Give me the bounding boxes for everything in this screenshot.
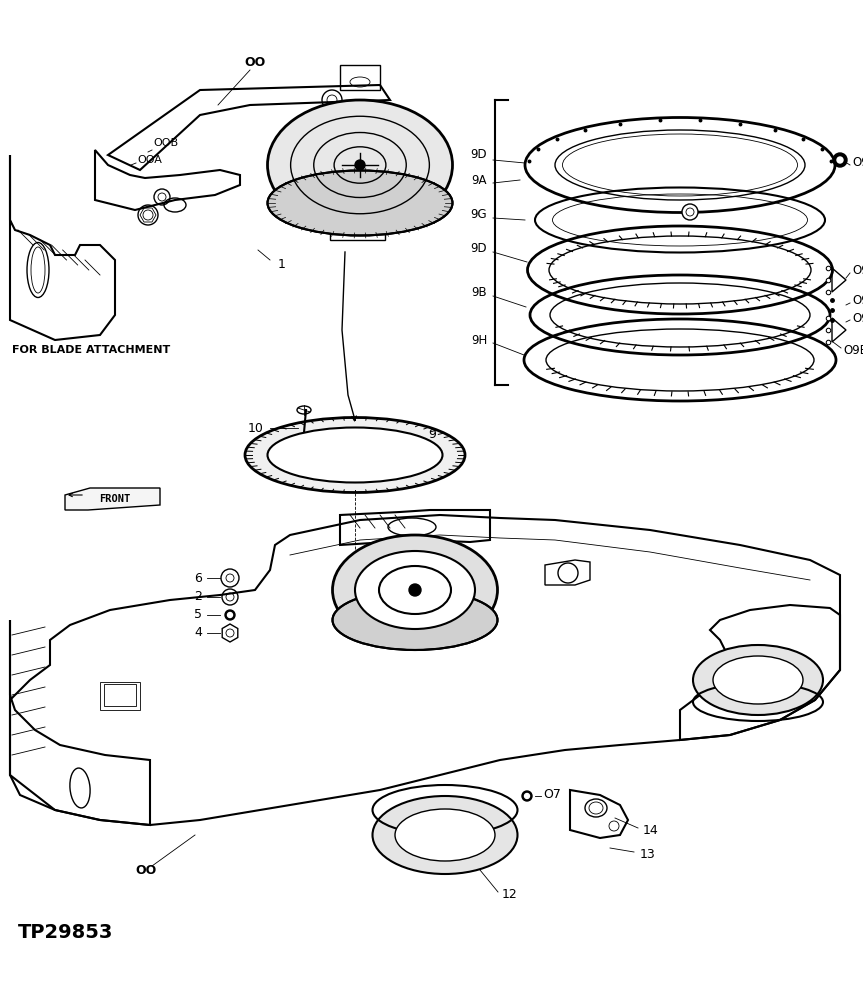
Ellipse shape [268, 100, 452, 230]
Ellipse shape [693, 645, 823, 715]
Ellipse shape [713, 656, 803, 704]
Polygon shape [65, 488, 160, 510]
Circle shape [682, 204, 698, 220]
Text: 9B: 9B [471, 286, 487, 299]
Text: 12: 12 [502, 889, 518, 901]
Circle shape [355, 160, 365, 170]
Text: 14: 14 [643, 824, 658, 836]
Circle shape [522, 791, 532, 801]
Text: 9G: 9G [470, 209, 487, 221]
Text: O9C: O9C [852, 312, 863, 325]
Text: 9D: 9D [470, 241, 487, 255]
Ellipse shape [332, 590, 497, 650]
Ellipse shape [332, 535, 497, 645]
Text: OO: OO [135, 864, 156, 877]
Circle shape [837, 157, 843, 163]
Circle shape [225, 610, 235, 620]
Text: OOB: OOB [153, 138, 178, 148]
Text: 9H: 9H [470, 334, 487, 346]
Text: 9D: 9D [470, 149, 487, 161]
Circle shape [228, 612, 232, 618]
Circle shape [525, 793, 530, 798]
Ellipse shape [245, 417, 465, 493]
Text: 2: 2 [194, 590, 202, 603]
Ellipse shape [373, 796, 518, 874]
Text: O9E: O9E [843, 343, 863, 356]
Circle shape [409, 584, 421, 596]
Text: FOR BLADE ATTACHMENT: FOR BLADE ATTACHMENT [12, 345, 170, 355]
Ellipse shape [268, 427, 443, 482]
Text: 9: 9 [428, 428, 436, 442]
Text: 13: 13 [640, 848, 656, 862]
Text: 10: 10 [249, 421, 264, 435]
Text: O9E: O9E [852, 264, 863, 277]
Text: 5: 5 [194, 608, 202, 622]
Ellipse shape [395, 809, 495, 861]
Text: TP29853: TP29853 [18, 923, 113, 942]
Text: 1: 1 [278, 259, 286, 272]
Ellipse shape [355, 551, 475, 629]
Circle shape [833, 153, 847, 167]
Text: OO: OO [244, 55, 266, 69]
Text: OOA: OOA [137, 155, 162, 165]
Text: 6: 6 [194, 572, 202, 584]
Text: FRONT: FRONT [99, 494, 130, 504]
Ellipse shape [268, 170, 452, 235]
Text: 4: 4 [194, 627, 202, 640]
Text: O7: O7 [543, 788, 561, 802]
Text: 9A: 9A [471, 173, 487, 187]
Text: O9F: O9F [852, 293, 863, 306]
Text: O9D: O9D [852, 155, 863, 168]
